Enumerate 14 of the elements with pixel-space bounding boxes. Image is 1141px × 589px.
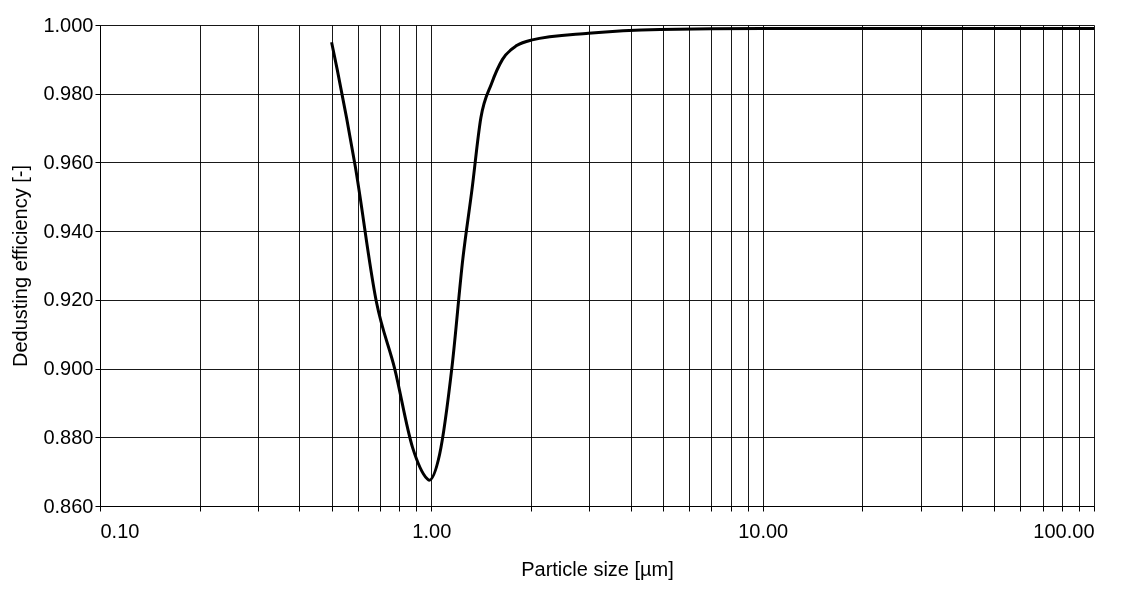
y-tick-label: 0.860 [43,494,94,517]
y-tick-label: 0.940 [43,219,94,242]
y-tick-label: 0.980 [43,82,94,105]
x-axis-title: Particle size [µm] [521,557,674,580]
y-axis-title: Dedusting efficiency [-] [9,165,32,367]
y-tick-label: 0.900 [43,357,94,380]
y-tick-label: 0.920 [43,288,94,311]
y-tick-label: 1.000 [43,13,94,36]
x-tick-label: 100.00 [1033,519,1095,542]
x-tick-label: 0.10 [100,519,140,542]
x-tick-label: 1.00 [412,519,452,542]
y-tick-label: 0.960 [43,150,94,173]
y-tick-label: 0.880 [43,425,94,448]
x-tick-label: 10.00 [738,519,789,542]
